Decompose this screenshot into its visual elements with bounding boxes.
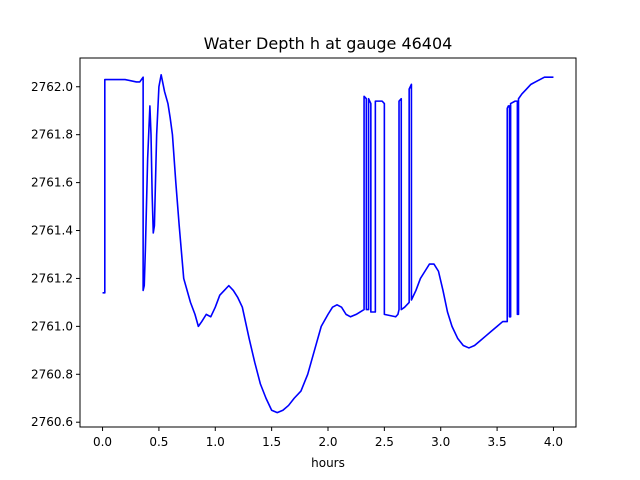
- x-tick-label: 1.5: [262, 435, 281, 449]
- x-tick-label: 2.0: [318, 435, 337, 449]
- series-line-0: [102, 73, 554, 414]
- x-tick-label: 4.0: [544, 435, 563, 449]
- axes-frame: [79, 57, 577, 428]
- y-tick-label: 2761.8: [31, 128, 73, 142]
- y-tick-label: 2762.0: [31, 80, 73, 94]
- x-axis: 0.0 0.5 1.0 1.5 2.0 2.5 3.0 3.5 4.0: [93, 427, 563, 449]
- y-tick-label: 2761.2: [31, 271, 73, 285]
- x-tick-label: 0.0: [93, 435, 112, 449]
- x-tick-label: 1.0: [206, 435, 225, 449]
- x-tick-label: 3.5: [488, 435, 507, 449]
- x-tick-label: 0.5: [149, 435, 168, 449]
- y-tick-label: 2761.6: [31, 176, 73, 190]
- chart-title: Water Depth h at gauge 46404: [204, 34, 453, 53]
- y-tick-label: 2760.8: [31, 367, 73, 381]
- y-tick-label: 2761.0: [31, 319, 73, 333]
- x-tick-label: 3.0: [431, 435, 450, 449]
- y-tick-label: 2760.6: [31, 415, 73, 429]
- y-tick-label: 2761.4: [31, 224, 73, 238]
- x-tick-label: 2.5: [375, 435, 394, 449]
- x-axis-label: hours: [311, 456, 345, 470]
- y-axis: 2760.6 2760.8 2761.0 2761.2 2761.4 2761.6 2761…: [31, 80, 80, 429]
- plot-area: [102, 73, 554, 414]
